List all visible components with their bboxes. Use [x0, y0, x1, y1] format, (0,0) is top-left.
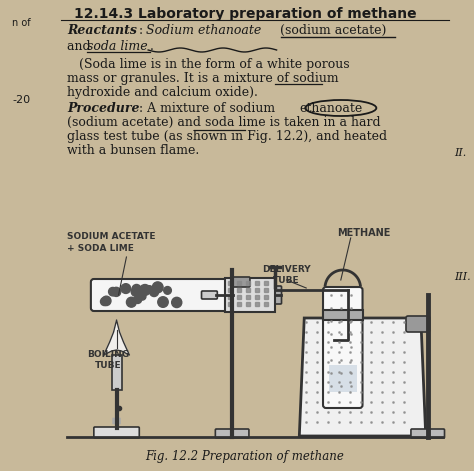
- Text: III.: III.: [455, 272, 471, 282]
- Circle shape: [146, 286, 153, 293]
- Text: BOILING: BOILING: [88, 350, 130, 359]
- Text: hydroxide and calcium oxide).: hydroxide and calcium oxide).: [67, 86, 258, 99]
- Text: (sodium acetate) and soda lime is taken in a hard: (sodium acetate) and soda lime is taken …: [67, 116, 381, 129]
- Text: n of: n of: [12, 18, 31, 28]
- Text: (sodium acetate): (sodium acetate): [280, 24, 386, 37]
- Polygon shape: [299, 318, 426, 436]
- Circle shape: [131, 287, 141, 296]
- Circle shape: [139, 293, 146, 300]
- FancyBboxPatch shape: [411, 429, 445, 438]
- Circle shape: [152, 282, 163, 293]
- Text: Fig. 12.2 Preparation of methane: Fig. 12.2 Preparation of methane: [146, 450, 345, 463]
- Text: : A mixture of sodium: : A mixture of sodium: [136, 102, 275, 115]
- Text: soda lime: soda lime: [87, 40, 147, 53]
- Circle shape: [132, 284, 141, 293]
- Text: TUBE: TUBE: [95, 361, 122, 370]
- FancyBboxPatch shape: [112, 418, 121, 424]
- FancyBboxPatch shape: [323, 287, 363, 408]
- Text: DELIVERY: DELIVERY: [262, 265, 311, 274]
- Text: SODIUM ACETATE: SODIUM ACETATE: [67, 232, 155, 241]
- Text: ethanoate: ethanoate: [299, 102, 363, 115]
- Circle shape: [109, 287, 117, 296]
- Circle shape: [150, 287, 159, 297]
- FancyBboxPatch shape: [266, 286, 282, 304]
- Bar: [111, 355, 121, 390]
- Text: (Soda lime is in the form of a white porous: (Soda lime is in the form of a white por…: [67, 58, 350, 71]
- Polygon shape: [104, 320, 129, 355]
- Circle shape: [121, 284, 131, 293]
- Circle shape: [134, 296, 142, 303]
- Circle shape: [112, 287, 121, 296]
- Text: Reactants: Reactants: [67, 24, 137, 37]
- Bar: [329, 365, 356, 392]
- Circle shape: [164, 286, 171, 294]
- Bar: [225, 278, 274, 312]
- Text: 12.14.3 Laboratory preparation of methane: 12.14.3 Laboratory preparation of methan…: [73, 7, 416, 21]
- Text: :: :: [136, 24, 147, 37]
- FancyBboxPatch shape: [406, 316, 430, 332]
- Circle shape: [100, 298, 109, 306]
- Circle shape: [172, 297, 182, 308]
- Circle shape: [102, 296, 111, 306]
- Circle shape: [127, 297, 136, 307]
- FancyBboxPatch shape: [201, 291, 217, 299]
- Text: mass or granules. It is a mixture of sodium: mass or granules. It is a mixture of sod…: [67, 72, 339, 85]
- FancyBboxPatch shape: [94, 427, 139, 438]
- Text: with a bunsen flame.: with a bunsen flame.: [67, 144, 200, 157]
- Circle shape: [139, 284, 150, 295]
- Circle shape: [158, 297, 168, 307]
- Text: .: .: [150, 40, 154, 53]
- Text: Procedure: Procedure: [67, 102, 140, 115]
- FancyBboxPatch shape: [232, 277, 250, 287]
- FancyBboxPatch shape: [215, 429, 249, 438]
- Text: + SODA LIME: + SODA LIME: [67, 244, 134, 253]
- Text: TUBE: TUBE: [273, 276, 300, 285]
- FancyBboxPatch shape: [91, 279, 272, 311]
- Text: and: and: [67, 40, 95, 53]
- Bar: [323, 310, 363, 320]
- Text: II.: II.: [455, 148, 466, 158]
- Text: METHANE: METHANE: [337, 228, 390, 238]
- Text: glass test tube (as shown in Fig. 12.2), and heated: glass test tube (as shown in Fig. 12.2),…: [67, 130, 387, 143]
- Text: -20: -20: [13, 95, 31, 105]
- Text: Sodium ethanoate: Sodium ethanoate: [146, 24, 262, 37]
- Circle shape: [146, 286, 154, 293]
